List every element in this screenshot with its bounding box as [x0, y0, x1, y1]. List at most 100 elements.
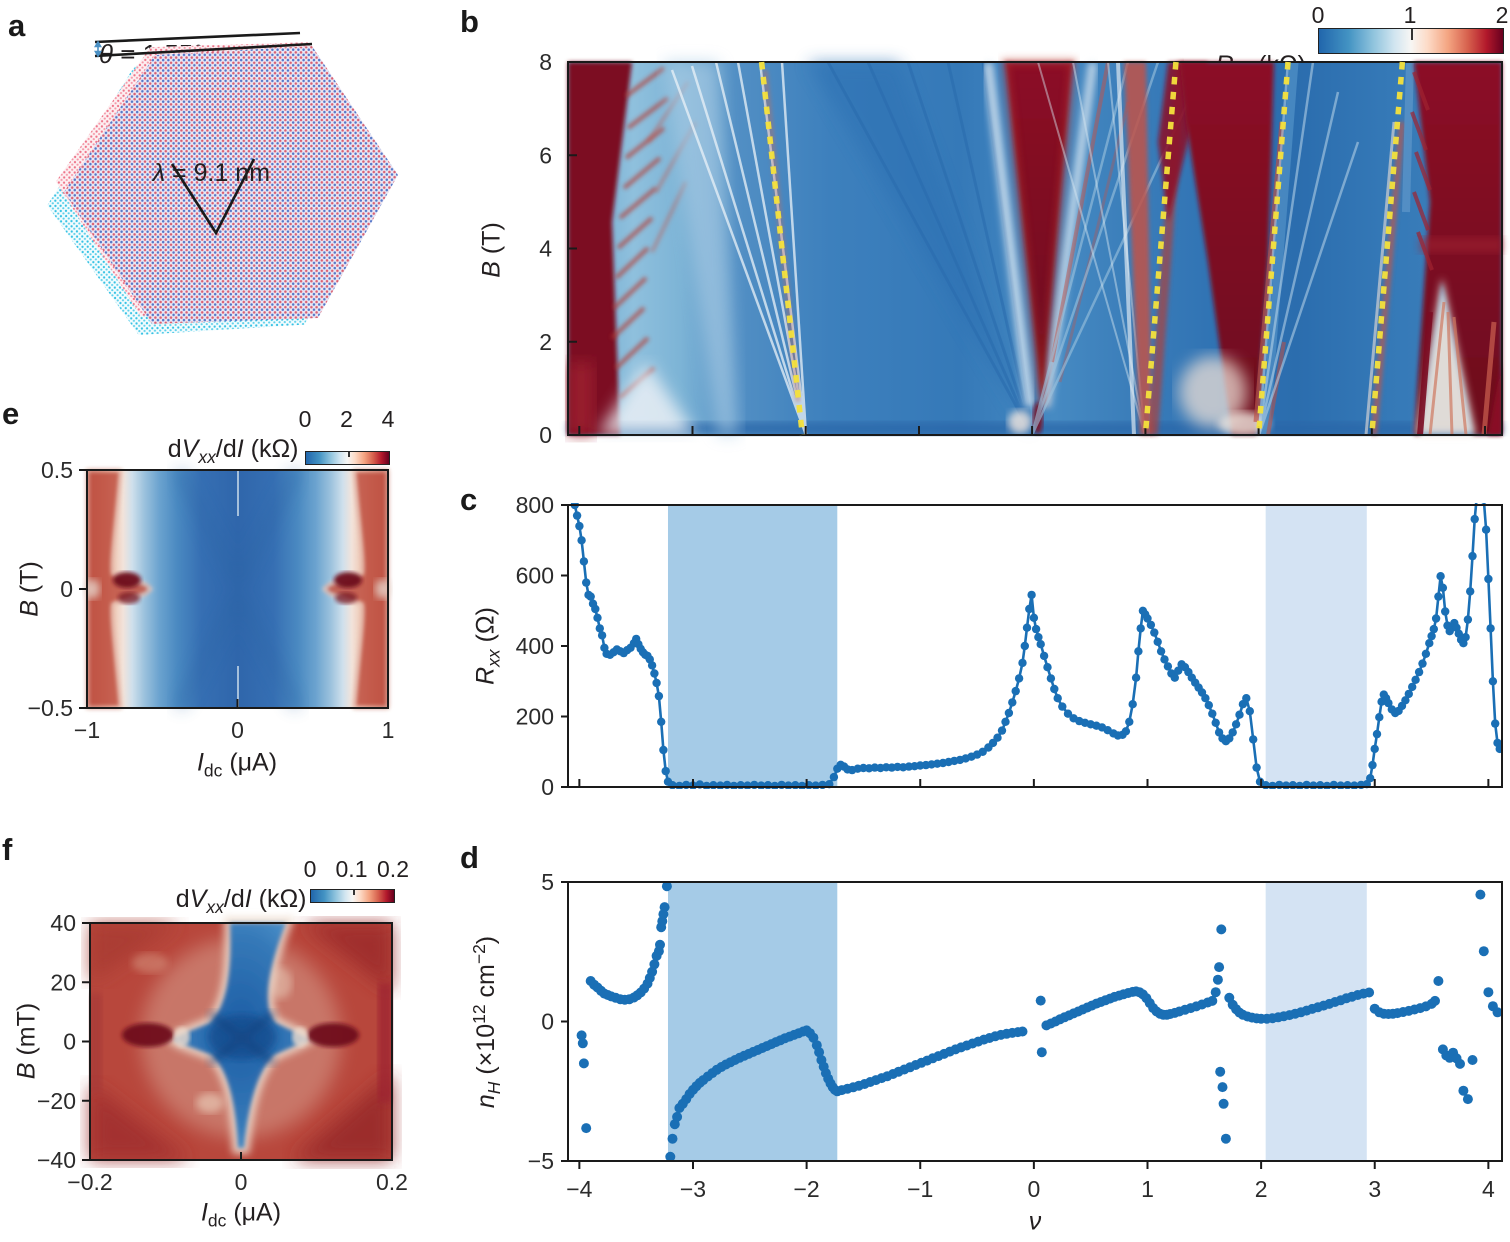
- shaded-band: [667, 505, 838, 787]
- data-point: [1429, 624, 1438, 634]
- data-point: [1034, 633, 1043, 642]
- data-point: [1128, 700, 1137, 709]
- data-point: [1364, 987, 1375, 998]
- data-point: [1461, 633, 1470, 642]
- data-point: [1475, 889, 1486, 900]
- data-point: [1478, 946, 1489, 957]
- data-point: [1053, 694, 1062, 703]
- panel-label-a: a: [8, 8, 26, 43]
- tick-label: 800: [516, 492, 554, 518]
- data-point: [1481, 525, 1491, 534]
- twist-angle-arrow: [94, 40, 102, 58]
- data-point: [595, 624, 604, 633]
- data-point: [652, 678, 661, 688]
- heatmap-art: [90, 917, 392, 1160]
- d-xlabel: ν: [1028, 1207, 1042, 1236]
- data-point: [1470, 514, 1479, 524]
- tick-label: 5: [541, 869, 554, 895]
- data-point: [1208, 709, 1217, 718]
- data-point: [1050, 684, 1059, 694]
- data-point: [1231, 720, 1241, 729]
- data-point: [1121, 727, 1131, 736]
- axes-frame: [561, 504, 1503, 788]
- f-colorbar: [310, 889, 395, 903]
- yellow-dashed-line: [1255, 61, 1291, 436]
- data-point: [665, 1151, 676, 1162]
- yellow-dashed-line: [1369, 61, 1406, 436]
- data-point: [1249, 735, 1258, 744]
- data-point: [1031, 624, 1041, 634]
- tick-label: −1: [907, 1176, 933, 1202]
- data-point: [1207, 995, 1218, 1006]
- data-point: [1372, 729, 1382, 739]
- data-point: [654, 691, 664, 701]
- data-point: [659, 902, 670, 913]
- data-point: [1125, 717, 1134, 726]
- rxx-line-plot: 800 600 400 200 0: [516, 490, 1503, 800]
- moire-wavelength-label: λ = 9.1 nm: [152, 159, 271, 187]
- panel-label-c: c: [460, 482, 478, 517]
- colorbar-tick-label: 1: [1403, 2, 1417, 28]
- data-point: [1430, 995, 1440, 1006]
- data-point: [661, 881, 672, 892]
- data-point: [582, 578, 591, 587]
- tick-label: −20: [37, 1088, 76, 1114]
- data-point: [655, 939, 665, 950]
- data-point: [1143, 614, 1152, 623]
- data-point: [1462, 1094, 1473, 1105]
- data-point: [1046, 674, 1056, 683]
- data-point: [650, 669, 659, 678]
- panel-label-e: e: [2, 396, 20, 431]
- data-point: [1252, 763, 1261, 772]
- data-point: [578, 1058, 589, 1069]
- panel-label-b: b: [460, 4, 479, 39]
- data-point: [1441, 607, 1450, 616]
- data-point: [1156, 647, 1166, 656]
- data-point: [1017, 1026, 1028, 1037]
- tick-label: 0: [541, 774, 554, 800]
- data-point: [576, 1030, 587, 1041]
- f-colorbar-title: dVxx/dI (kΩ): [175, 885, 307, 917]
- data-point: [1467, 1055, 1478, 1065]
- tick-label: 4: [539, 236, 552, 262]
- data-point: [577, 536, 586, 545]
- data-point: [1458, 1085, 1469, 1096]
- data-point: [814, 1047, 825, 1058]
- tick-label: 0: [541, 1009, 554, 1035]
- data-point: [1473, 490, 1481, 498]
- landau-fan-heatmap: 8 6 4 2 0: [539, 49, 1503, 448]
- data-point: [1433, 976, 1444, 986]
- tick-label: 1: [382, 717, 395, 743]
- data-point: [597, 631, 607, 640]
- data-point: [647, 661, 657, 670]
- data-point: [1476, 480, 1484, 488]
- tick-label: 0: [231, 717, 244, 743]
- data-point: [1215, 1066, 1226, 1077]
- data-point: [1043, 663, 1052, 672]
- data-point: [1401, 696, 1410, 705]
- f-colorbar-midtick: [352, 890, 355, 896]
- colorbar-tick-label: 4: [381, 406, 395, 432]
- data-point: [591, 604, 600, 614]
- data-point: [1134, 647, 1143, 656]
- e-colorbar-title: dVxx/dI (kΩ): [167, 435, 299, 467]
- data-point: [1210, 987, 1221, 998]
- colorbar-tick-label: 0: [303, 856, 317, 882]
- data-point: [1484, 574, 1493, 584]
- data-point: [1008, 698, 1017, 707]
- data-point: [581, 1123, 592, 1134]
- data-point: [568, 490, 576, 498]
- data-point: [1170, 673, 1179, 682]
- data-point: [1036, 1047, 1047, 1058]
- data-point: [1414, 667, 1424, 677]
- data-point: [1014, 674, 1024, 683]
- dvdi-map-f: 40 20 0 −20 −40−0.2 0 0.2: [37, 910, 408, 1195]
- data-point: [1375, 713, 1384, 722]
- data-point: [1004, 708, 1014, 718]
- data-point: [1027, 590, 1036, 600]
- tick-label: 600: [516, 563, 554, 589]
- tick-label: 0: [539, 422, 552, 448]
- moire-overlap-hexagon: [64, 46, 398, 324]
- data-point: [575, 521, 584, 531]
- data-point: [1022, 623, 1032, 632]
